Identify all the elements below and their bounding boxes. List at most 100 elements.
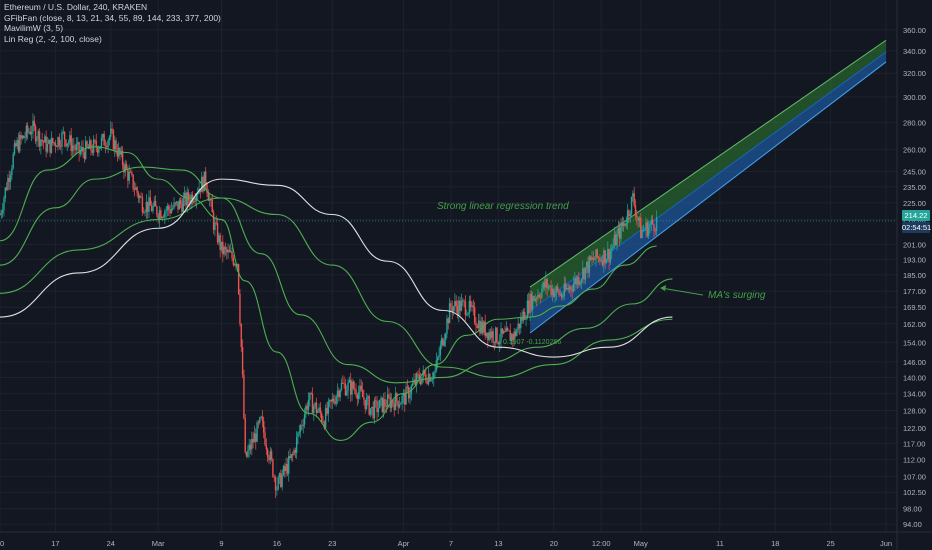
candle-body xyxy=(505,327,507,332)
candle-body xyxy=(604,250,606,264)
candle-body xyxy=(593,259,596,261)
candle-body xyxy=(423,370,426,375)
candle-body xyxy=(650,219,653,224)
candle-body xyxy=(319,407,322,414)
candle-body xyxy=(645,222,647,230)
candle-body xyxy=(587,261,589,273)
candle-body xyxy=(236,264,239,267)
candle-body xyxy=(510,334,513,342)
price-tick-label: 128.00 xyxy=(903,406,926,415)
candle-body xyxy=(527,300,530,314)
candle-body xyxy=(327,401,329,414)
candle-body xyxy=(66,143,68,147)
candle-body xyxy=(385,406,388,408)
candle-body xyxy=(525,318,527,320)
candle-body xyxy=(121,150,124,166)
candle-body xyxy=(162,216,165,218)
candle-body xyxy=(335,396,337,404)
candle-body xyxy=(125,163,128,170)
candle-body xyxy=(102,133,104,138)
candle-body xyxy=(243,374,245,419)
candle-body xyxy=(152,205,154,212)
price-tick-label: 134.00 xyxy=(903,390,926,399)
candle-body xyxy=(386,394,389,408)
candle-body xyxy=(546,279,548,289)
candle-body xyxy=(487,332,489,341)
candle-body xyxy=(52,138,54,144)
candle-body xyxy=(268,457,270,461)
candle-body xyxy=(467,313,469,315)
candle-body xyxy=(613,234,616,246)
candle-body xyxy=(576,277,579,285)
candle-body xyxy=(440,338,443,346)
candle-body xyxy=(580,278,583,282)
candle-body xyxy=(307,399,310,410)
candle-body xyxy=(239,293,241,324)
candle-body xyxy=(220,241,223,250)
candle-body xyxy=(206,184,208,194)
candle-body xyxy=(273,476,275,478)
price-tick-label: 140.00 xyxy=(903,373,926,382)
candle-body xyxy=(150,205,153,212)
candle-body xyxy=(442,338,444,346)
candle-body xyxy=(92,139,95,153)
candle-body xyxy=(338,390,340,398)
candle-body xyxy=(207,193,210,201)
regression-channel xyxy=(529,39,887,334)
candle-body xyxy=(404,393,406,405)
candle-body xyxy=(586,261,588,268)
candle-body xyxy=(471,305,473,307)
candle-body xyxy=(460,300,463,311)
candle-body xyxy=(625,223,627,226)
price-tick-label: 260.00 xyxy=(903,146,926,155)
candle-body xyxy=(396,393,398,401)
candle-body xyxy=(620,222,622,239)
candle-body xyxy=(414,379,417,385)
legend: Ethereum / U.S. Dollar, 240, KRAKEN GFib… xyxy=(4,2,221,44)
candle-body xyxy=(100,137,103,147)
candle-body xyxy=(488,331,490,341)
candle-body xyxy=(259,417,261,423)
candle-body xyxy=(491,331,493,338)
candle-body xyxy=(636,215,638,218)
price-tick-label: 146.00 xyxy=(903,358,926,367)
candle-body xyxy=(127,169,129,181)
candle-body xyxy=(377,408,380,413)
candle-body xyxy=(570,286,572,290)
candle-body xyxy=(475,322,477,327)
candle-body xyxy=(210,199,212,201)
candle-body xyxy=(224,247,227,249)
candle-body xyxy=(332,398,335,402)
candle-body xyxy=(326,407,328,414)
candle-body xyxy=(249,444,252,450)
candle-body xyxy=(400,403,402,405)
candle-body xyxy=(226,248,228,253)
channel-lower-band xyxy=(530,52,886,333)
candle-body xyxy=(451,306,453,312)
price-tick-label: 102.50 xyxy=(903,488,926,497)
candle-body xyxy=(282,466,285,475)
candle-body xyxy=(468,300,471,314)
candle-body xyxy=(30,131,33,135)
candle-body xyxy=(17,140,20,152)
candle-body xyxy=(281,474,283,488)
candle-body xyxy=(554,292,556,297)
candle-body xyxy=(549,285,551,287)
candle-body xyxy=(654,230,656,232)
candle-body xyxy=(286,463,289,474)
price-tick-label: 117.00 xyxy=(903,440,925,449)
candle-body xyxy=(40,139,42,147)
candle-body xyxy=(317,410,319,413)
candle-body xyxy=(232,257,235,265)
time-tick-label: 7 xyxy=(449,539,453,548)
candle-body xyxy=(140,196,142,198)
candle-body xyxy=(78,142,80,154)
candle-body xyxy=(38,131,41,147)
last-price-tag: 214.22 xyxy=(902,210,930,221)
time-tick-label: 12:00 xyxy=(592,539,611,548)
candle-body xyxy=(501,328,504,334)
candle-body xyxy=(493,341,496,344)
candle-body xyxy=(448,303,451,324)
